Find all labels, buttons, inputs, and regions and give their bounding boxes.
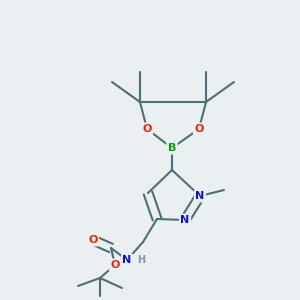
Text: O: O [88, 235, 98, 245]
Text: B: B [168, 143, 176, 153]
Text: N: N [195, 191, 205, 201]
Text: O: O [142, 124, 152, 134]
Text: N: N [122, 255, 132, 265]
Text: O: O [110, 260, 120, 270]
Text: H: H [137, 255, 145, 265]
Text: O: O [194, 124, 204, 134]
Text: N: N [180, 215, 190, 225]
